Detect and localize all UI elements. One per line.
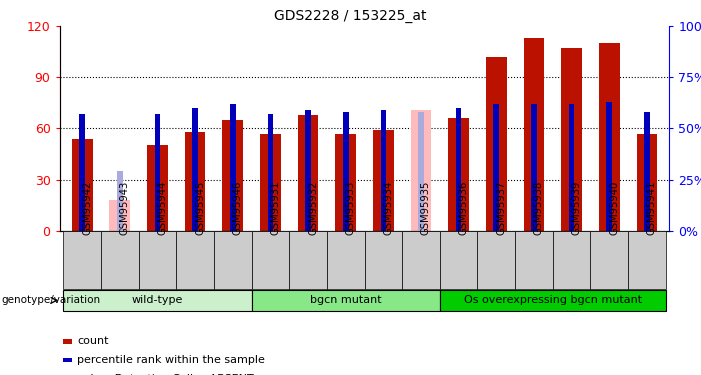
Text: wild-type: wild-type — [132, 296, 183, 305]
Text: GSM95932: GSM95932 — [308, 181, 318, 235]
Text: GSM95931: GSM95931 — [271, 181, 280, 235]
Text: GSM95944: GSM95944 — [158, 181, 168, 235]
Bar — [335, 134, 356, 231]
Bar — [590, 231, 628, 289]
Bar — [524, 38, 544, 231]
Bar — [562, 48, 582, 231]
Bar — [411, 110, 431, 231]
Bar — [402, 231, 440, 289]
Bar — [606, 102, 612, 231]
Bar — [63, 290, 252, 311]
Bar — [252, 290, 440, 311]
Bar — [531, 104, 537, 231]
Text: GSM95934: GSM95934 — [383, 181, 393, 235]
Text: GSM95943: GSM95943 — [120, 181, 130, 235]
Bar — [101, 231, 139, 289]
Bar — [515, 231, 553, 289]
Text: GSM95935: GSM95935 — [421, 181, 431, 235]
Bar — [494, 104, 499, 231]
Text: GSM95942: GSM95942 — [82, 181, 92, 235]
Bar — [343, 112, 348, 231]
Bar — [553, 231, 590, 289]
Bar — [298, 115, 318, 231]
Bar — [230, 104, 236, 231]
Bar — [381, 110, 386, 231]
Bar — [268, 114, 273, 231]
Bar — [418, 112, 424, 231]
Bar — [185, 132, 205, 231]
Bar — [214, 231, 252, 289]
Bar — [109, 200, 130, 231]
Bar — [477, 231, 515, 289]
Bar — [155, 114, 161, 231]
Text: count: count — [77, 336, 109, 346]
Text: genotype/variation: genotype/variation — [1, 296, 100, 305]
Text: GSM95937: GSM95937 — [496, 181, 506, 235]
Bar — [440, 231, 477, 289]
Text: GSM95938: GSM95938 — [534, 181, 544, 235]
Text: GSM95946: GSM95946 — [233, 181, 243, 235]
Text: GDS2228 / 153225_at: GDS2228 / 153225_at — [274, 9, 427, 23]
Bar — [139, 231, 176, 289]
Text: GSM95933: GSM95933 — [346, 181, 355, 235]
Bar — [192, 108, 198, 231]
Text: bgcn mutant: bgcn mutant — [310, 296, 381, 305]
Bar — [373, 130, 394, 231]
Bar — [486, 57, 507, 231]
Bar — [290, 231, 327, 289]
Text: percentile rank within the sample: percentile rank within the sample — [77, 355, 265, 365]
Text: GSM95936: GSM95936 — [458, 181, 469, 235]
Bar — [327, 231, 365, 289]
Bar — [440, 290, 666, 311]
Bar — [569, 104, 574, 231]
Bar — [365, 231, 402, 289]
Bar — [644, 112, 650, 231]
Bar — [147, 146, 168, 231]
Bar — [117, 171, 123, 231]
Bar — [222, 120, 243, 231]
Bar — [628, 231, 666, 289]
Text: GSM95939: GSM95939 — [571, 181, 582, 235]
Bar — [448, 118, 469, 231]
Bar — [456, 108, 461, 231]
Bar — [63, 231, 101, 289]
Text: GSM95945: GSM95945 — [195, 181, 205, 235]
Bar — [252, 231, 290, 289]
Text: value, Detection Call = ABSENT: value, Detection Call = ABSENT — [77, 374, 254, 375]
Bar — [637, 134, 658, 231]
Bar — [599, 43, 620, 231]
Text: GSM95941: GSM95941 — [647, 181, 657, 235]
Text: Os overexpressing bgcn mutant: Os overexpressing bgcn mutant — [463, 296, 642, 305]
Bar — [79, 114, 85, 231]
Bar — [72, 139, 93, 231]
Bar — [260, 134, 281, 231]
Bar — [305, 110, 311, 231]
Text: GSM95940: GSM95940 — [609, 181, 619, 235]
Bar — [176, 231, 214, 289]
